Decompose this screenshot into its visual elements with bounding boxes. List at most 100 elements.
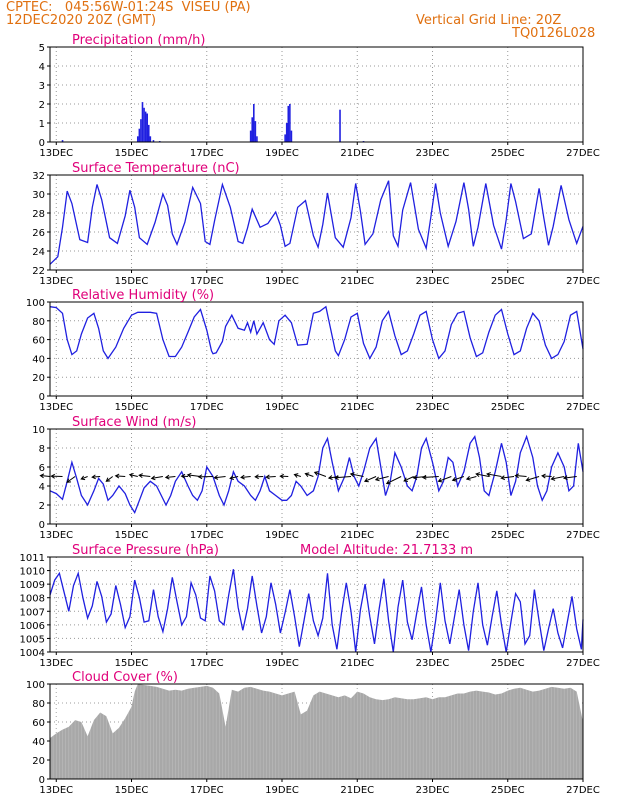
wind-vector bbox=[80, 475, 88, 481]
cloud-xtick-label: 19DEC bbox=[265, 785, 299, 796]
pressure-xtick-label: 15DEC bbox=[115, 658, 149, 669]
wind-vector bbox=[39, 473, 51, 479]
wind-vector bbox=[465, 475, 477, 481]
rh-ytick-label: 60 bbox=[32, 336, 45, 347]
precip-bar bbox=[149, 136, 152, 142]
temp-xtick-label: 25DEC bbox=[491, 276, 525, 287]
precip-xtick-label: 13DEC bbox=[39, 148, 73, 159]
temp-xtick-label: 21DEC bbox=[340, 276, 374, 287]
cloud-xtick-label: 15DEC bbox=[115, 785, 149, 796]
cloud-area bbox=[50, 684, 583, 779]
cloud-ytick-label: 100 bbox=[26, 680, 45, 691]
rh-xtick-label: 21DEC bbox=[340, 402, 374, 413]
wind-vector bbox=[334, 475, 352, 480]
precip-bar bbox=[289, 104, 291, 142]
precip-bar bbox=[285, 123, 288, 142]
wind-ytick-label: 10 bbox=[32, 425, 45, 436]
wind-vector bbox=[186, 472, 201, 478]
pressure-xtick-label: 17DEC bbox=[190, 658, 224, 669]
wind-vector bbox=[451, 476, 465, 482]
pressure-title: Surface Pressure (hPa) bbox=[72, 543, 219, 558]
temp-xtick-label: 17DEC bbox=[190, 276, 224, 287]
rh-xtick-label: 25DEC bbox=[491, 402, 525, 413]
cloud-ytick-label: 0 bbox=[39, 775, 45, 786]
wind-vector bbox=[279, 473, 289, 479]
temp-panel: 22 24 26 28 30 32 13DEC 15DEC 17DEC 19DEC 21DEC 23D… bbox=[32, 161, 600, 287]
pressure-ytick-label: 1011 bbox=[20, 553, 45, 564]
wind-ytick-label: 2 bbox=[39, 501, 45, 512]
precip-bar bbox=[61, 140, 64, 142]
wind-vector bbox=[374, 476, 389, 482]
cloud-frame bbox=[49, 683, 584, 780]
wind-ytick-label: 0 bbox=[39, 520, 45, 531]
precip-ytick-label: 4 bbox=[39, 62, 45, 73]
precip-bar bbox=[138, 128, 141, 142]
precip-bar bbox=[136, 136, 139, 142]
precip-bar bbox=[146, 113, 148, 142]
wind-vector bbox=[66, 476, 76, 483]
rh-xtick-label: 13DEC bbox=[39, 402, 73, 413]
precip-xtick-label: 21DEC bbox=[340, 148, 374, 159]
rh-ytick-label: 0 bbox=[39, 392, 45, 403]
wind-xtick-label: 21DEC bbox=[340, 530, 374, 541]
wind-vector bbox=[385, 476, 402, 485]
temp-xtick-label: 19DEC bbox=[265, 276, 299, 287]
header-code: TQ0126L028 bbox=[512, 26, 596, 41]
wind-vector bbox=[213, 475, 226, 480]
temp-ytick-label: 22 bbox=[32, 266, 45, 277]
cloud-xtick-label: 17DEC bbox=[190, 785, 224, 796]
temp-ytick-label: 26 bbox=[32, 228, 45, 239]
pressure-frame bbox=[49, 556, 584, 653]
precip-bar bbox=[252, 104, 255, 142]
cloud-xtick-label: 27DEC bbox=[566, 785, 600, 796]
precip-bar bbox=[251, 117, 254, 142]
wind-xtick-label: 13DEC bbox=[39, 530, 73, 541]
wind-ytick-label: 8 bbox=[39, 444, 45, 455]
pressure-ytick-label: 1005 bbox=[20, 634, 45, 645]
precip-bar bbox=[152, 140, 155, 142]
pressure-ytick-label: 1007 bbox=[20, 607, 45, 618]
pressure-ytick-label: 1009 bbox=[20, 580, 45, 591]
wind-vector bbox=[164, 474, 176, 480]
rh-line bbox=[49, 305, 584, 360]
precip-bar bbox=[287, 105, 290, 142]
precip-ytick-label: 5 bbox=[39, 43, 45, 54]
wind-vector bbox=[265, 474, 276, 480]
precip-xtick-label: 17DEC bbox=[190, 148, 224, 159]
precip-bar bbox=[254, 121, 257, 142]
wind-ytick-label: 4 bbox=[39, 482, 45, 493]
wind-vector bbox=[403, 476, 414, 482]
rh-ytick-label: 40 bbox=[32, 354, 45, 365]
header-date: 12DEC2020 20Z (GMT) bbox=[6, 13, 157, 28]
wind-vector bbox=[421, 474, 439, 480]
temp-ytick-label: 30 bbox=[32, 190, 45, 201]
precip-ytick-label: 3 bbox=[39, 81, 45, 92]
temp-xtick-label: 15DEC bbox=[115, 276, 149, 287]
wind-vector bbox=[50, 473, 63, 479]
wind-xtick-label: 23DEC bbox=[416, 530, 450, 541]
precip-ytick-label: 1 bbox=[39, 119, 45, 130]
cloud-ytick-label: 20 bbox=[32, 756, 45, 767]
precip-bar bbox=[144, 111, 147, 142]
wind-xtick-label: 17DEC bbox=[190, 530, 224, 541]
header-station: CPTEC: 045:56W-01:24S VISEU (PA) bbox=[6, 0, 251, 15]
precip-xtick-label: 15DEC bbox=[115, 148, 149, 159]
pressure-xtick-label: 19DEC bbox=[265, 658, 299, 669]
cloud-xtick-label: 23DEC bbox=[416, 785, 450, 796]
wind-vector bbox=[105, 476, 114, 482]
wind-vector bbox=[500, 475, 515, 481]
wind-vector bbox=[138, 473, 151, 478]
wind-ytick-label: 6 bbox=[39, 463, 45, 474]
cloud-ytick-label: 60 bbox=[32, 718, 45, 729]
precip-bar bbox=[147, 124, 150, 142]
pressure-xtick-label: 25DEC bbox=[491, 658, 525, 669]
temp-xtick-label: 13DEC bbox=[39, 276, 73, 287]
wind-vector bbox=[562, 475, 577, 481]
precip-bar bbox=[140, 119, 142, 142]
wind-vector bbox=[180, 473, 188, 479]
wind-vector bbox=[486, 472, 502, 477]
precip-xtick-label: 19DEC bbox=[265, 148, 299, 159]
temp-title: Surface Temperature (nC) bbox=[72, 161, 240, 176]
rh-panel: 0 20 40 60 80 100 13DEC 15DEC 17DEC 19DEC 21DEC 23D… bbox=[26, 288, 600, 413]
precip-xtick-label: 27DEC bbox=[566, 148, 600, 159]
